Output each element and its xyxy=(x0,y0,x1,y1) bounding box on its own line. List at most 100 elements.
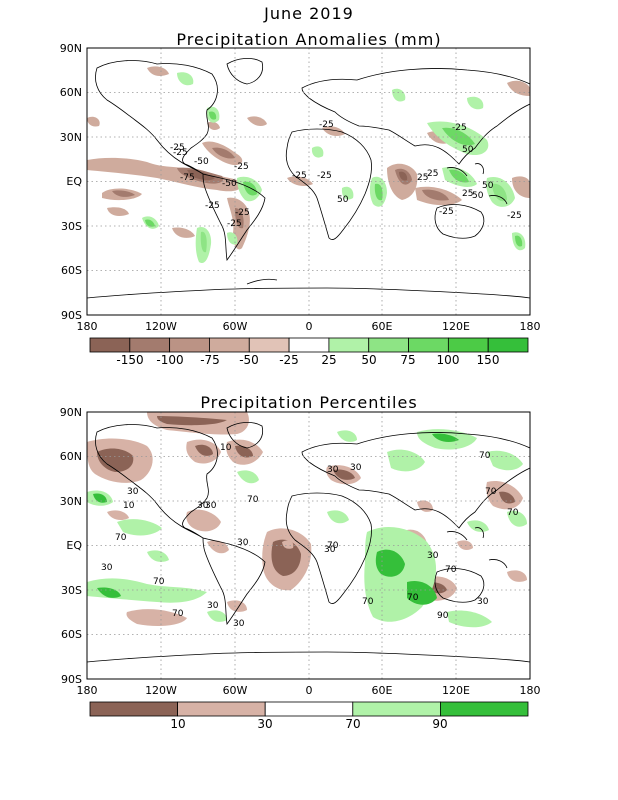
lat-label-30s: 30S xyxy=(61,584,82,597)
contour-label: 10 xyxy=(123,501,135,511)
colorbar-label: -150 xyxy=(116,353,144,367)
anomaly-map: -25 -25 -50 -25 -75 -50 -25 -25 50 -25 -… xyxy=(86,47,531,316)
lat-label-60n: 60N xyxy=(59,86,82,99)
lon-label-180w: 180 xyxy=(76,684,98,697)
lon-label-60e: 60E xyxy=(371,684,393,697)
map-frame xyxy=(86,411,531,680)
contour-label: 30 xyxy=(324,545,336,555)
percentile-contour-labels: 10 30 30 70 70 30 30 10 70 30 70 30 70 3… xyxy=(101,443,519,629)
grid-lines xyxy=(87,412,530,679)
contour-label: 70 xyxy=(247,495,259,505)
colorbar-swatch xyxy=(129,337,171,353)
contour-label: 70 xyxy=(115,533,127,543)
lon-label-120w: 120W xyxy=(145,320,177,333)
grid-lines xyxy=(87,48,530,315)
lat-label-eq: EQ xyxy=(66,175,82,188)
contour-label: 30 xyxy=(101,563,113,573)
colorbar-label: 30 xyxy=(257,717,273,731)
contour-label: 30 xyxy=(207,601,219,611)
lat-label-90s: 90S xyxy=(61,673,82,686)
contour-label: -25 xyxy=(439,207,454,217)
contour-label: 25 xyxy=(427,169,438,179)
lon-label-60e: 60E xyxy=(371,320,393,333)
colorbar-swatch xyxy=(487,337,529,353)
lat-label-90n: 90N xyxy=(59,42,82,55)
contour-label: 30 xyxy=(205,501,217,511)
colorbar-label: -50 xyxy=(239,353,259,367)
contour-label: -25 xyxy=(317,171,332,181)
colorbar-swatch xyxy=(89,337,131,353)
colorbar-label: 70 xyxy=(345,717,361,731)
lon-label-120e: 120E xyxy=(442,684,470,697)
contour-label: -25 xyxy=(227,219,242,229)
lon-label-60w: 60W xyxy=(222,684,248,697)
colorbar-swatch xyxy=(408,337,449,353)
colorbar-label: 150 xyxy=(476,353,500,367)
month-title: June 2019 xyxy=(264,4,354,23)
percentile-colorbar xyxy=(89,701,529,717)
colorbar-label: 50 xyxy=(361,353,377,367)
contour-label: 30 xyxy=(237,538,249,548)
anomaly-map-title: Precipitation Anomalies (mm) xyxy=(176,30,442,49)
contour-label: -25 xyxy=(235,208,250,218)
anomaly-wet-regions xyxy=(142,72,526,264)
colorbar-swatch xyxy=(447,337,489,353)
contour-label: 25 xyxy=(417,173,428,183)
colorbar-swatch xyxy=(288,337,330,353)
percentile-map: 10 30 30 70 70 30 30 10 70 30 70 30 70 3… xyxy=(86,411,531,680)
contour-label: 70 xyxy=(362,597,374,607)
colorbar-label: -75 xyxy=(200,353,220,367)
contour-label: 70 xyxy=(485,487,497,497)
lon-label-120w: 120W xyxy=(145,684,177,697)
colorbar-swatch xyxy=(368,337,409,353)
colorbar-swatch xyxy=(248,337,290,353)
contour-label: 30 xyxy=(233,619,245,629)
contour-label: -50 xyxy=(222,179,237,189)
colorbar-swatch xyxy=(352,701,441,717)
contour-label: 70 xyxy=(153,577,165,587)
contour-label: 50 xyxy=(472,191,484,201)
colorbar-label: 25 xyxy=(321,353,337,367)
continents xyxy=(87,58,530,299)
contour-label: 50 xyxy=(337,195,349,205)
lon-label-60w: 60W xyxy=(222,320,248,333)
contour-label: 90 xyxy=(437,611,449,621)
colorbar-label: 10 xyxy=(170,717,186,731)
colorbar-swatch xyxy=(177,701,266,717)
colorbar-swatch xyxy=(439,701,529,717)
colorbar-swatch xyxy=(209,337,250,353)
contour-label: 70 xyxy=(407,593,419,603)
contour-label: 70 xyxy=(507,508,519,518)
contour-label: -25 xyxy=(507,211,522,221)
lon-label-0: 0 xyxy=(305,320,313,333)
lon-label-0: 0 xyxy=(305,684,313,697)
contour-label: 70 xyxy=(445,565,457,575)
contour-label: -25 xyxy=(452,123,467,133)
colorbar-swatch xyxy=(169,337,210,353)
lon-label-180e: 180 xyxy=(519,684,541,697)
contour-label: 70 xyxy=(172,609,184,619)
colorbar-swatch xyxy=(264,701,354,717)
lat-label-60s: 60S xyxy=(61,628,82,641)
lat-label-eq: EQ xyxy=(66,539,82,552)
contour-label: 30 xyxy=(427,551,439,561)
percentile-wet-regions xyxy=(87,429,527,628)
lat-label-90s: 90S xyxy=(61,309,82,322)
lat-label-30n: 30N xyxy=(59,495,82,508)
lon-label-180e: 180 xyxy=(519,320,541,333)
anomaly-contour-labels: -25 -25 -50 -25 -75 -50 -25 -25 50 -25 -… xyxy=(170,120,522,229)
lon-label-180w: 180 xyxy=(76,320,98,333)
contour-label: -25 xyxy=(173,148,188,158)
contour-label: 10 xyxy=(220,443,232,453)
lat-label-30n: 30N xyxy=(59,131,82,144)
contour-label: -25 xyxy=(170,143,185,153)
colorbar-swatch xyxy=(328,337,370,353)
contour-label: -25 xyxy=(205,201,220,211)
contour-label: -75 xyxy=(180,173,195,183)
anomaly-colorbar xyxy=(89,337,529,353)
contour-label: 25 xyxy=(462,189,473,199)
percentile-map-title: Precipitation Percentiles xyxy=(200,393,418,412)
colorbar-label: 100 xyxy=(436,353,460,367)
lat-label-90n: 90N xyxy=(59,406,82,419)
colorbar-swatch xyxy=(89,701,178,717)
